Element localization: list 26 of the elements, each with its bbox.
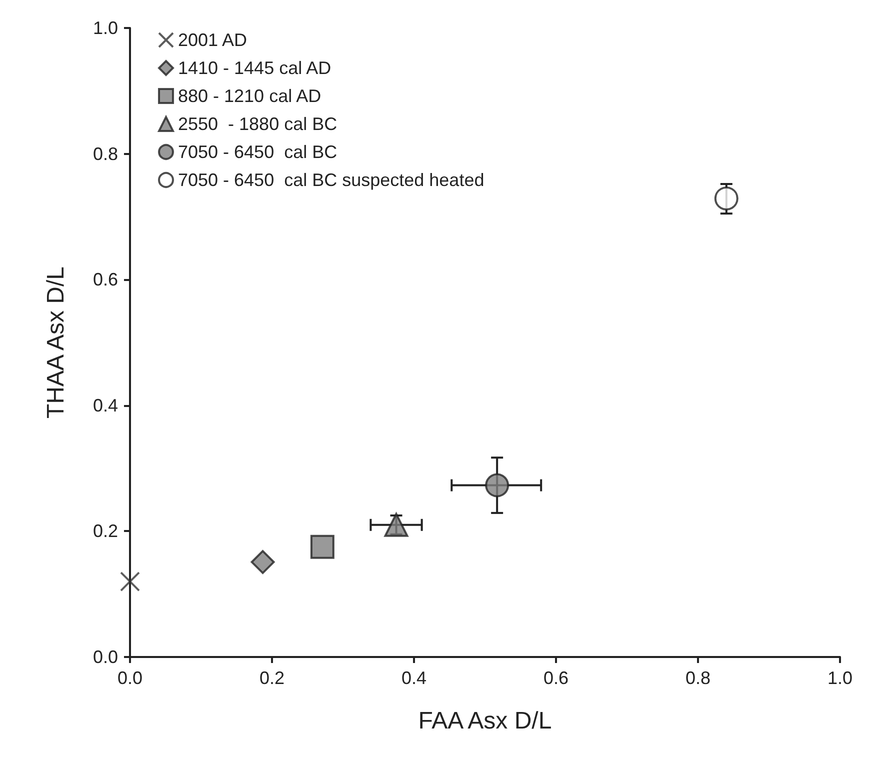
legend-label: 2001 AD (178, 30, 248, 50)
y-tick-label: 0.2 (92, 521, 118, 542)
y-axis-title: THAA Asx D/L (42, 266, 70, 419)
point (250, 550, 275, 574)
legend-label: 880 - 1210 cal AD (178, 86, 322, 106)
y-tick-label: 0.4 (92, 395, 118, 416)
y-tick-label: 0.8 (92, 144, 118, 164)
legend-label: 7050 - 6450 cal BC (178, 142, 338, 162)
x-tick-label: 0.4 (401, 668, 427, 688)
point (310, 534, 334, 559)
point (714, 186, 738, 210)
point (120, 572, 140, 592)
x-tick-label: 0.2 (259, 668, 285, 688)
point (485, 473, 510, 498)
x-tick-label: 1.0 (827, 668, 853, 688)
x-tick-label: 0.8 (685, 668, 711, 688)
x-tick-label: 0.6 (543, 668, 569, 688)
point (384, 512, 408, 537)
legend-label: 1410 - 1445 cal AD (178, 58, 332, 78)
x-axis-title: FAA Asx D/L (418, 708, 552, 734)
y-tick-label: 0.0 (92, 647, 118, 667)
legend-label: 2550 - 1880 cal BC (178, 114, 338, 134)
y-tick-label: 0.6 (92, 270, 118, 290)
legend-label: 7050 - 6450 cal BC suspected heated (178, 170, 484, 190)
x-tick-label: 0.0 (117, 668, 143, 688)
y-tick-label: 1.0 (92, 18, 118, 38)
